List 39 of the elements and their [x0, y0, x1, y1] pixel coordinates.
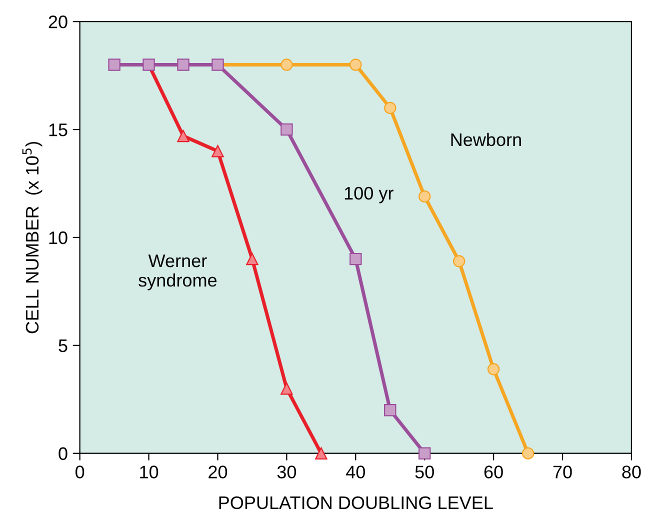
point [418, 447, 431, 460]
y-tick-label: 0 [58, 447, 68, 460]
point [418, 190, 431, 203]
y-tick-label: 5 [58, 340, 68, 352]
x-tick-label: 60 [484, 466, 503, 478]
y-tick-label: 20 [48, 16, 68, 28]
point [108, 58, 120, 71]
x-axis-title: POPULATION DOUBLING LEVEL [219, 496, 493, 510]
x-tick-label: 20 [208, 466, 228, 478]
series-label: 100 yr [344, 186, 394, 204]
x-tick-label: 40 [346, 466, 365, 478]
point [212, 145, 224, 158]
y-tick-label: 10 [49, 231, 68, 244]
point [142, 58, 155, 71]
point [212, 58, 224, 71]
y-axis-title: CELL NUMBER (x 10$^{5}$) [22, 142, 42, 334]
point [246, 252, 258, 266]
x-tick-label: 30 [277, 466, 296, 478]
point [384, 404, 396, 416]
x-tick-label: 0 [76, 466, 84, 478]
x-tick-label: 50 [415, 466, 434, 478]
y-tick-label: 15 [49, 124, 68, 136]
point [384, 102, 396, 114]
x-tick-label: 80 [622, 466, 641, 478]
point [452, 255, 466, 268]
point [350, 58, 362, 71]
point [522, 447, 534, 460]
point [177, 130, 190, 142]
point [280, 123, 293, 136]
point [315, 447, 328, 460]
point [280, 58, 293, 71]
point [487, 363, 500, 376]
x-tick-label: 10 [140, 466, 158, 478]
point [280, 382, 293, 395]
series-label: Werner syndrome [138, 254, 217, 290]
point [177, 58, 190, 71]
text: Newborn [451, 132, 521, 146]
x-tick-label: 70 [553, 466, 572, 478]
point [350, 252, 362, 266]
